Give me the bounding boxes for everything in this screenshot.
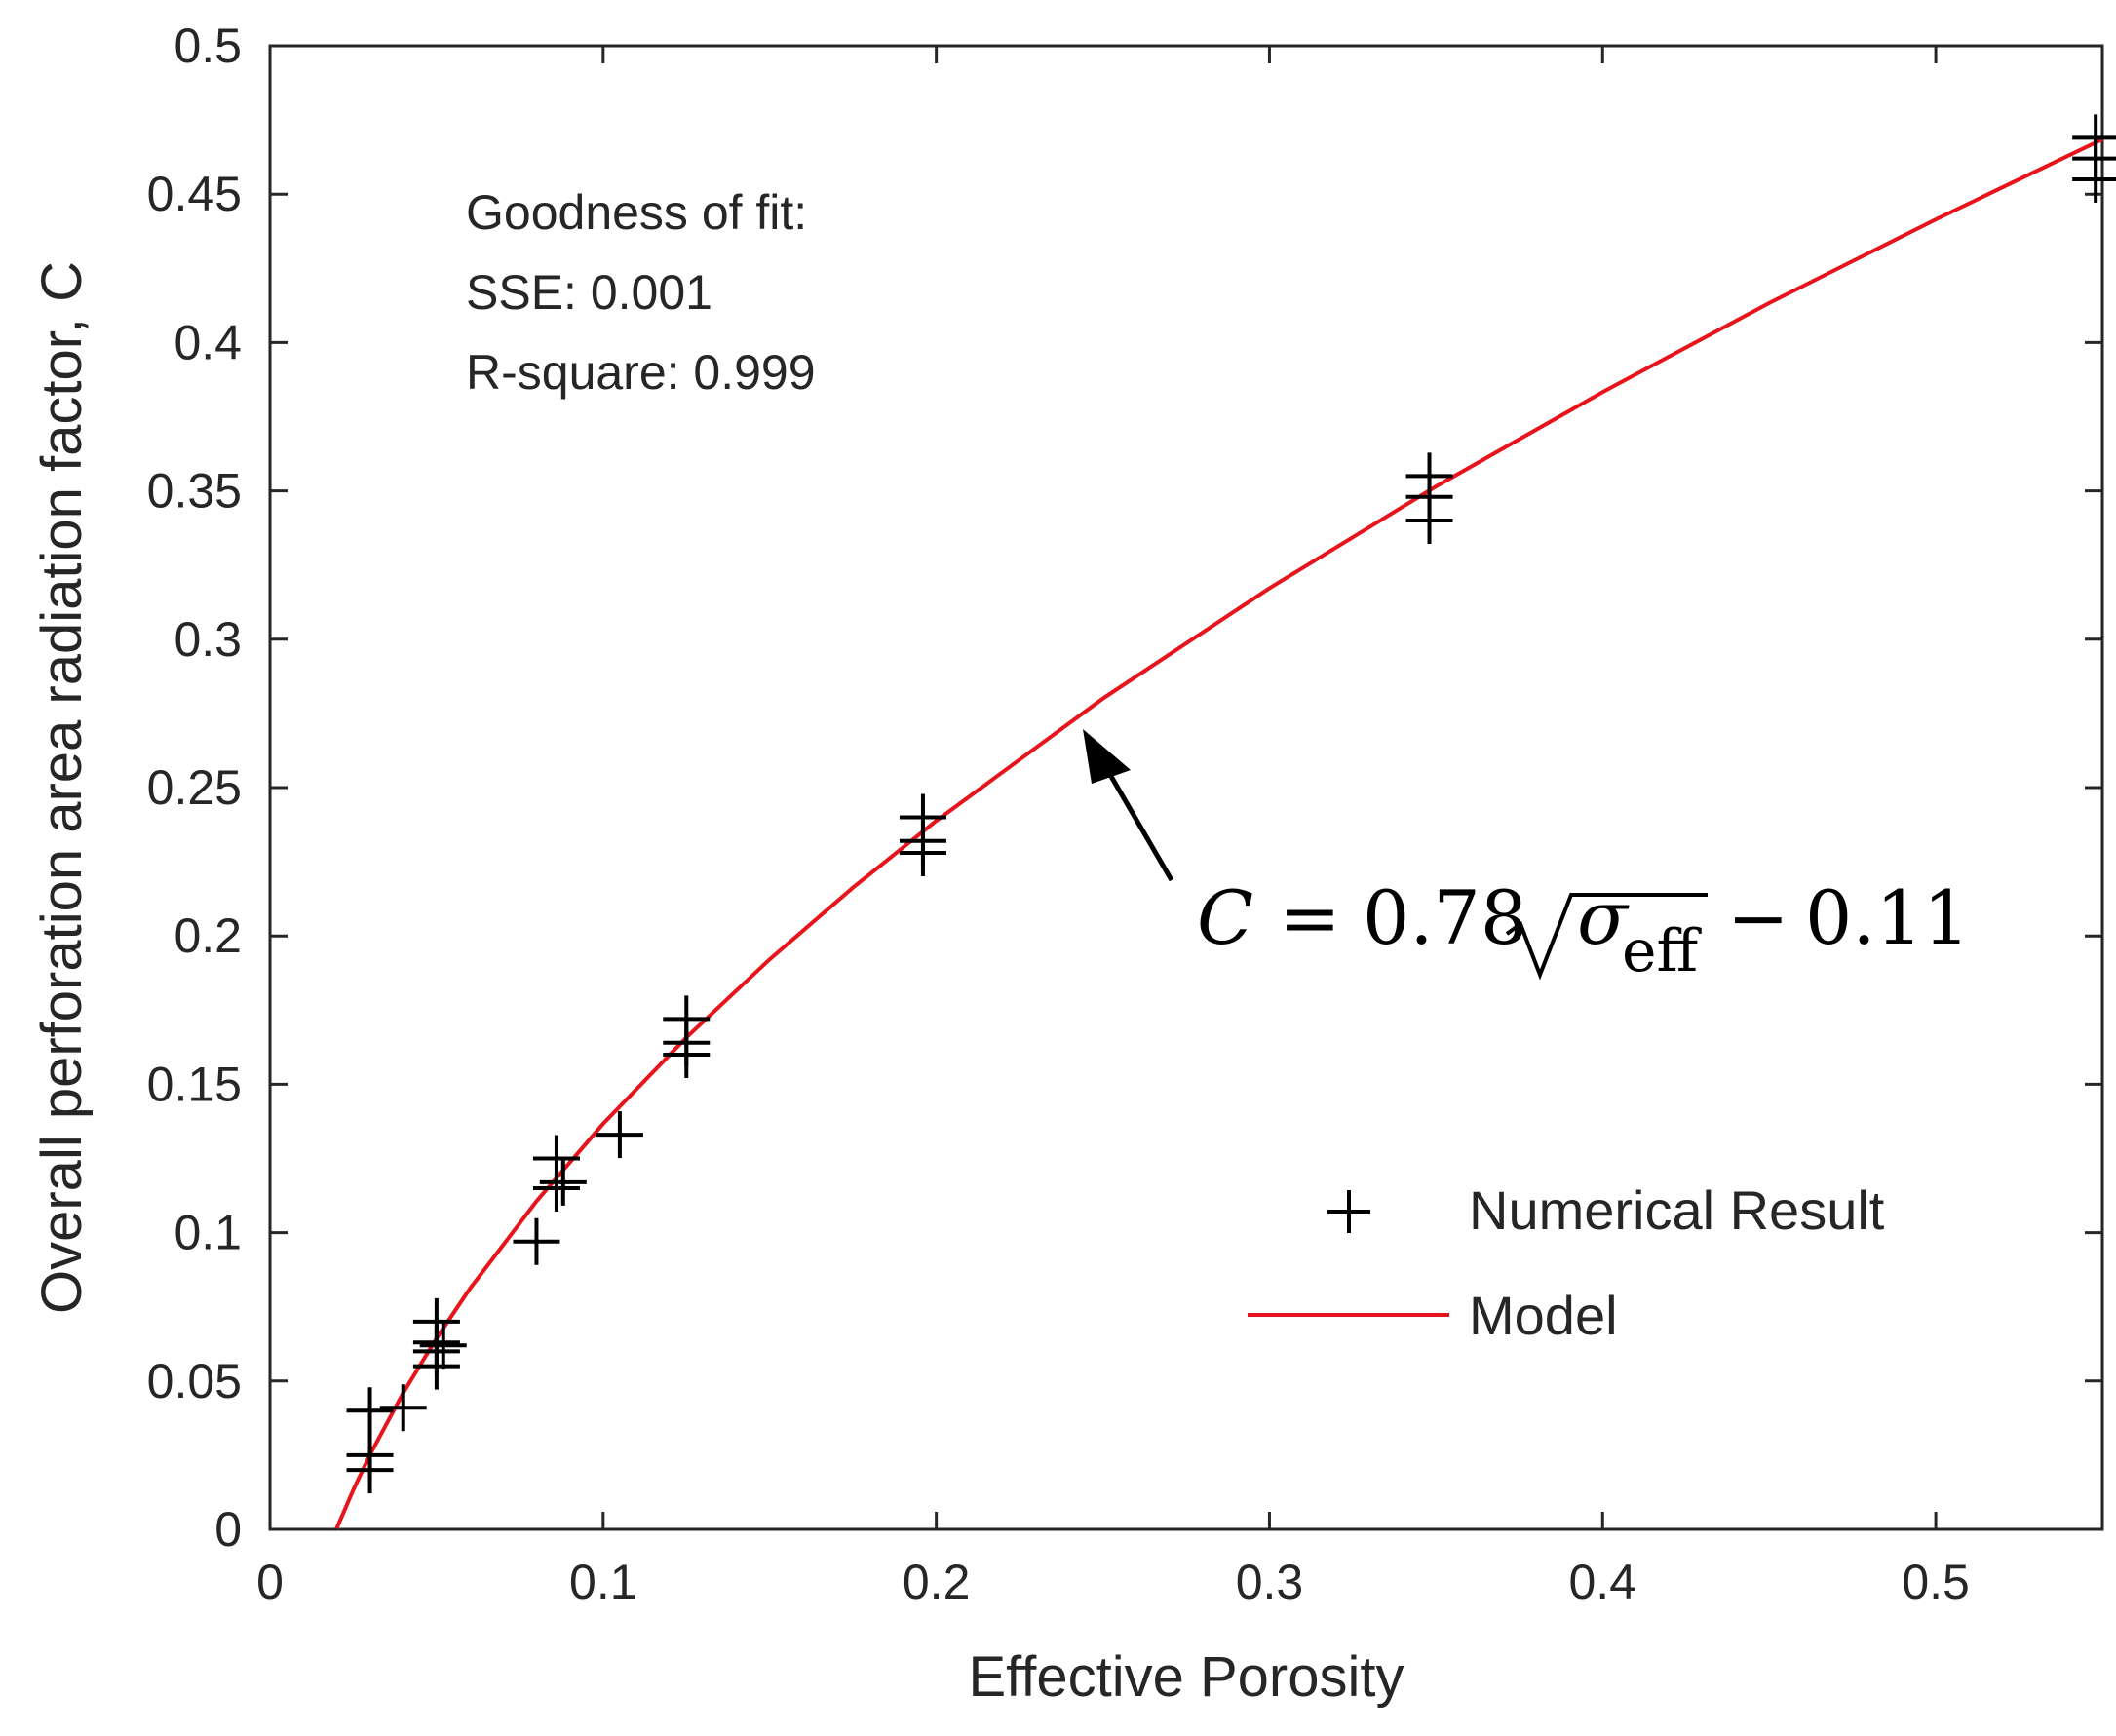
legend-label-model: Model [1469,1285,1618,1346]
data-point [2072,114,2116,162]
x-axis-label: Effective Porosity [968,1645,1404,1709]
data-point [346,1387,394,1435]
data-point [419,1322,467,1370]
y-tick-label: 0.5 [173,19,242,73]
y-tick-label: 0 [214,1502,242,1557]
x-axis: 0 0.1 0.2 0.3 0.4 0.5 [256,46,1970,1609]
equation-minus: − [1727,874,1789,961]
y-tick-label: 0.3 [173,612,242,667]
goodness-of-fit-box: Goodness of fit: SSE: 0.001 R-square: 0.… [466,185,816,400]
data-point [379,1384,427,1432]
legend-label-numerical-result: Numerical Result [1469,1179,1885,1241]
equation-sqrt-sign [1505,893,1708,981]
y-tick-label: 0.1 [173,1206,242,1260]
x-tick-label: 0.3 [1236,1555,1304,1609]
numerical-result-markers [346,114,2116,1494]
equation-annotation: C = 0.78 σ eff − 0.11 [1083,729,1970,985]
x-tick-label: 0.4 [1569,1555,1637,1609]
equation-constant: 0.11 [1805,874,1970,961]
x-tick-label: 0.1 [569,1555,637,1609]
data-point [412,1319,460,1367]
data-point [513,1217,560,1265]
legend-marker-numerical-result [1327,1190,1370,1233]
y-tick-label: 0.15 [147,1057,242,1111]
equation-sigma: σ [1577,874,1630,961]
data-point [596,1111,643,1159]
x-tick-label: 0 [256,1555,284,1609]
x-tick-label: 0.5 [1902,1555,1970,1609]
data-point [539,1158,587,1206]
data-point [663,995,711,1043]
x-tick-label: 0.2 [903,1555,971,1609]
y-tick-label: 0.4 [173,315,242,369]
y-tick-label: 0.35 [147,464,242,519]
r-square-value: R-square: 0.999 [466,345,816,400]
y-tick-label: 0.05 [147,1354,242,1408]
legend: Numerical Result Model [1248,1179,1885,1346]
y-tick-label: 0.2 [173,908,242,963]
equation-arrow-shaft [1106,771,1174,882]
data-point [899,793,946,841]
equation-arrow-head [1083,729,1131,784]
equation-coefficient: 0.78 [1363,874,1527,961]
data-point [346,1431,394,1479]
goodness-of-fit-title: Goodness of fit: [466,185,807,240]
y-tick-label: 0.45 [147,167,242,221]
sse-value: SSE: 0.001 [466,265,712,320]
y-tick-label: 0.25 [147,760,242,815]
y-axis-label: Overall perforation area radiation facto… [30,261,94,1314]
data-point [532,1135,580,1182]
equation-lhs: C [1197,874,1253,961]
data-point [1405,452,1453,500]
equation-subscript: eff [1622,917,1703,985]
y-axis: 0 0.05 0.1 0.15 0.2 0.25 0.3 0.35 0.4 0.45 0.5 [147,19,2102,1557]
equation-equals: = [1279,874,1341,961]
